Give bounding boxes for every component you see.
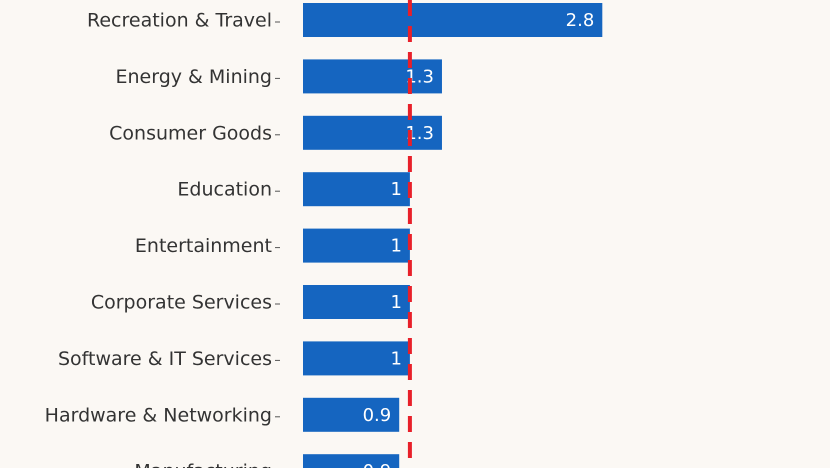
y-tick-label: Entertainment [135,235,272,257]
y-tick-label: Hardware & Networking [45,404,272,426]
bar [303,228,410,263]
bar [303,397,400,432]
y-tick-label: Corporate Services [91,292,272,314]
y-tick-label: Education [177,179,272,201]
y-tick-label: Consumer Goods [109,122,272,144]
bar [303,59,442,94]
value-label: 1 [390,292,401,313]
value-label: 1 [390,348,401,369]
bar [303,454,400,468]
bar [303,3,603,37]
value-label: 1 [390,236,401,257]
bar [303,285,410,319]
value-label: 2.8 [566,10,595,31]
bar [303,115,442,150]
y-tick-label: Recreation & Travel [87,10,272,32]
value-label: 1.3 [405,66,434,87]
bar [303,172,410,207]
bar [303,341,410,376]
value-label: 0.9 [363,461,392,468]
y-tick-label: Software & IT Services [58,348,272,370]
value-label: 0.9 [363,405,392,426]
y-tick-label: Manufacturing [134,461,272,468]
value-label: 1.3 [405,123,434,144]
value-label: 1 [390,179,401,200]
y-tick-label: Energy & Mining [115,66,272,88]
